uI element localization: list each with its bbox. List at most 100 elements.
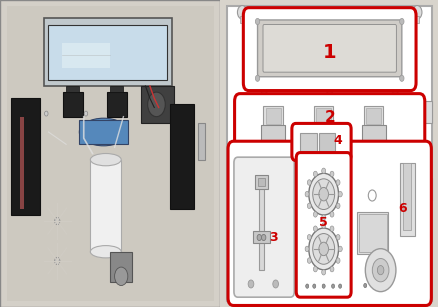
- Circle shape: [257, 235, 261, 241]
- Circle shape: [313, 226, 317, 231]
- Circle shape: [307, 203, 311, 208]
- Circle shape: [247, 280, 253, 288]
- Bar: [240, 302, 244, 307]
- Circle shape: [336, 203, 339, 208]
- Bar: [424, 101, 431, 123]
- Bar: [106, 92, 127, 117]
- Bar: [358, 214, 386, 252]
- Ellipse shape: [90, 246, 121, 258]
- Bar: [265, 108, 280, 124]
- Circle shape: [84, 111, 88, 116]
- Circle shape: [304, 191, 308, 197]
- Text: 4: 4: [333, 134, 342, 147]
- FancyBboxPatch shape: [233, 157, 293, 297]
- Circle shape: [325, 91, 333, 102]
- Circle shape: [329, 226, 333, 231]
- Circle shape: [336, 235, 339, 240]
- Bar: [79, 120, 127, 144]
- Bar: [414, 302, 418, 307]
- Circle shape: [237, 291, 247, 305]
- Bar: [363, 106, 382, 126]
- FancyBboxPatch shape: [296, 153, 350, 297]
- Bar: [63, 92, 82, 117]
- Circle shape: [329, 171, 333, 177]
- Circle shape: [364, 249, 395, 292]
- Bar: [62, 43, 110, 68]
- Bar: [399, 163, 414, 236]
- Circle shape: [313, 266, 317, 272]
- Bar: [414, 16, 418, 23]
- Circle shape: [321, 284, 325, 288]
- Circle shape: [307, 258, 311, 263]
- Circle shape: [399, 18, 403, 25]
- Bar: [313, 106, 332, 126]
- Circle shape: [411, 291, 421, 305]
- Circle shape: [336, 258, 339, 263]
- Bar: [254, 175, 268, 189]
- Bar: [44, 18, 172, 86]
- Circle shape: [338, 284, 341, 288]
- Circle shape: [321, 215, 325, 220]
- Circle shape: [147, 92, 165, 117]
- Bar: [110, 86, 123, 92]
- Circle shape: [307, 180, 311, 185]
- Circle shape: [318, 242, 328, 256]
- Circle shape: [329, 266, 333, 272]
- Circle shape: [321, 223, 325, 228]
- Circle shape: [312, 284, 315, 288]
- Circle shape: [272, 280, 278, 288]
- Bar: [300, 133, 316, 151]
- Bar: [198, 123, 205, 160]
- Text: 2: 2: [324, 110, 334, 125]
- Circle shape: [44, 111, 48, 116]
- Text: 5: 5: [318, 216, 327, 229]
- FancyBboxPatch shape: [234, 94, 424, 150]
- Ellipse shape: [90, 154, 121, 166]
- Ellipse shape: [79, 118, 127, 146]
- Bar: [66, 86, 79, 92]
- Circle shape: [331, 284, 334, 288]
- Circle shape: [312, 234, 334, 264]
- FancyBboxPatch shape: [257, 20, 401, 77]
- Circle shape: [304, 246, 308, 252]
- Circle shape: [377, 266, 383, 275]
- Circle shape: [260, 91, 268, 102]
- FancyBboxPatch shape: [227, 141, 431, 305]
- Bar: [402, 163, 410, 230]
- Circle shape: [321, 270, 325, 275]
- FancyBboxPatch shape: [226, 6, 431, 301]
- Circle shape: [237, 6, 247, 19]
- Bar: [110, 252, 132, 282]
- Bar: [170, 104, 194, 209]
- Bar: [141, 86, 174, 123]
- Bar: [318, 133, 335, 151]
- Bar: [90, 160, 121, 252]
- Circle shape: [338, 191, 342, 197]
- Text: 6: 6: [398, 202, 406, 215]
- Bar: [361, 125, 385, 140]
- Circle shape: [338, 246, 342, 252]
- Circle shape: [54, 217, 60, 225]
- Bar: [424, 178, 431, 200]
- Circle shape: [307, 235, 311, 240]
- Circle shape: [308, 228, 338, 270]
- Circle shape: [313, 212, 317, 217]
- Circle shape: [321, 168, 325, 173]
- Circle shape: [261, 235, 265, 241]
- Bar: [356, 212, 388, 254]
- Bar: [11, 98, 39, 215]
- Bar: [365, 108, 380, 124]
- Bar: [315, 108, 330, 124]
- Circle shape: [363, 283, 366, 288]
- FancyBboxPatch shape: [243, 8, 415, 91]
- Circle shape: [308, 173, 338, 215]
- Bar: [226, 144, 234, 172]
- Text: 1: 1: [322, 43, 336, 62]
- Bar: [261, 125, 285, 140]
- Circle shape: [312, 179, 334, 209]
- Bar: [48, 25, 167, 80]
- Circle shape: [371, 258, 388, 282]
- FancyBboxPatch shape: [262, 25, 396, 72]
- Circle shape: [411, 6, 421, 19]
- Circle shape: [114, 267, 127, 286]
